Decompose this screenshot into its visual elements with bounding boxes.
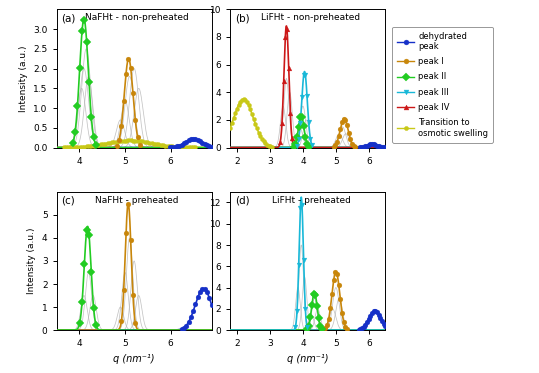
Text: LiFHt - preheated: LiFHt - preheated bbox=[272, 196, 350, 205]
Y-axis label: Intensity (a.u.): Intensity (a.u.) bbox=[19, 45, 27, 112]
Text: (a): (a) bbox=[61, 13, 75, 23]
Text: NaFHt - preheated: NaFHt - preheated bbox=[95, 196, 179, 205]
Legend: dehydrated
peak, peak I, peak II, peak III, peak IV, Transition to
osmotic swell: dehydrated peak, peak I, peak II, peak I… bbox=[392, 26, 493, 142]
Text: LiFHt - non-preheated: LiFHt - non-preheated bbox=[261, 13, 361, 22]
Text: (d): (d) bbox=[235, 196, 250, 206]
X-axis label: q (nm⁻¹): q (nm⁻¹) bbox=[287, 354, 329, 364]
Text: (c): (c) bbox=[61, 196, 75, 206]
Text: NaFHt - non-preheated: NaFHt - non-preheated bbox=[85, 13, 189, 22]
Y-axis label: Intensity (a.u.): Intensity (a.u.) bbox=[27, 228, 36, 294]
Text: (b): (b) bbox=[235, 13, 250, 23]
X-axis label: q (nm⁻¹): q (nm⁻¹) bbox=[113, 354, 155, 364]
